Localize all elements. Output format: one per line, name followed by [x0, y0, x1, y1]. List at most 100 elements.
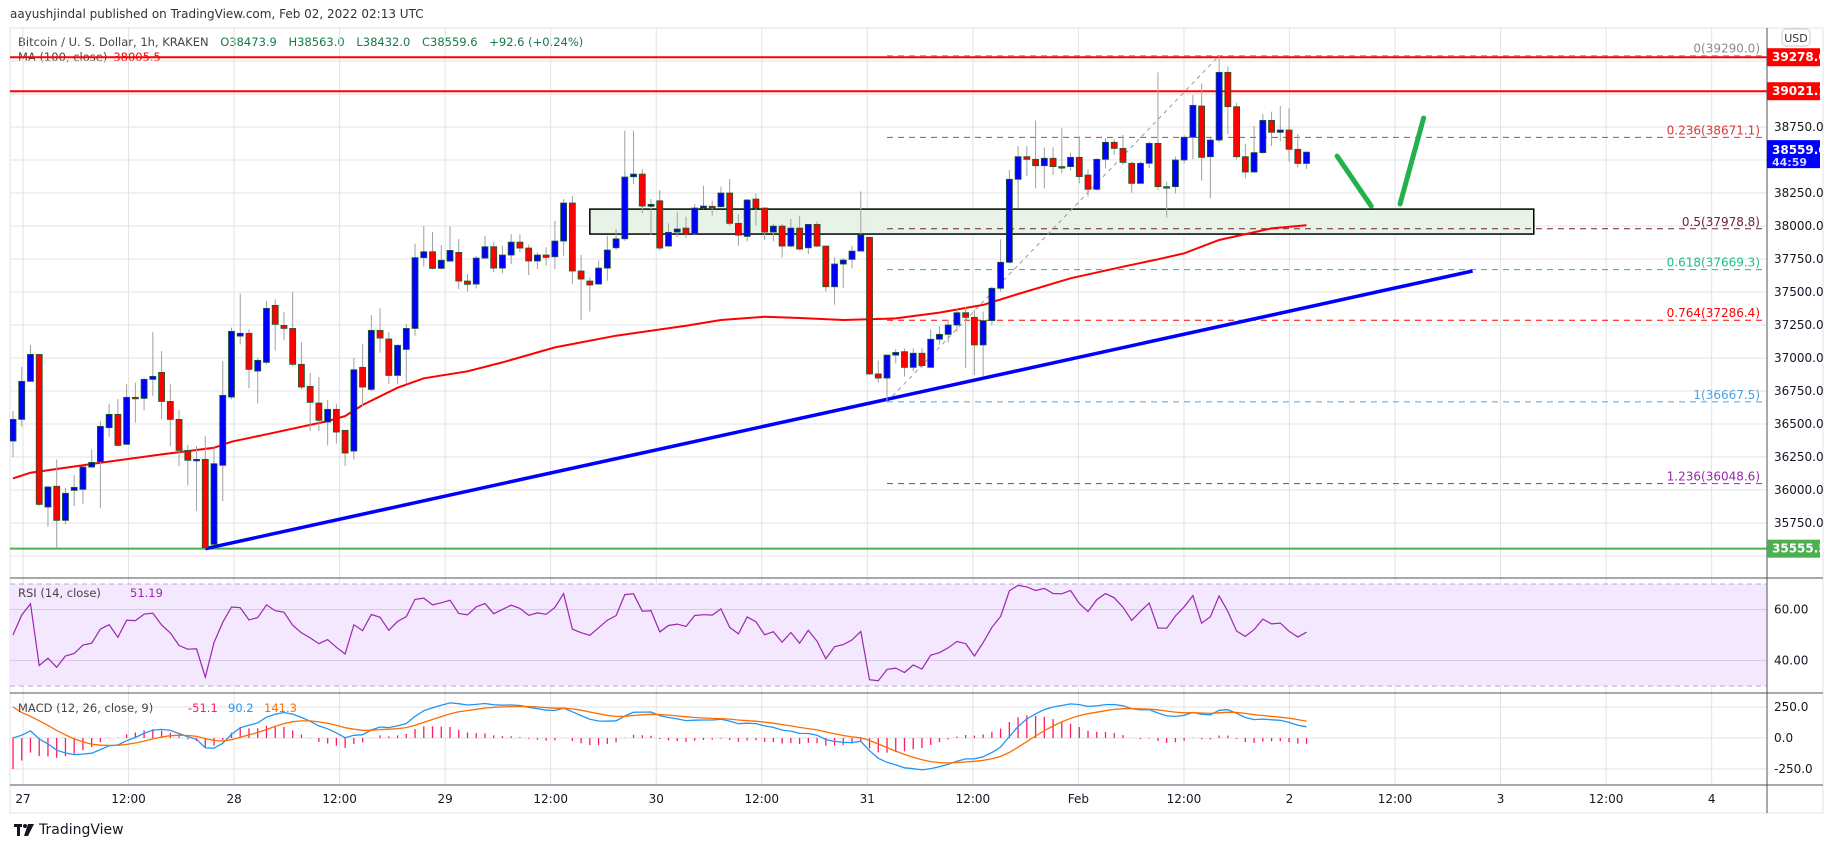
candle: [778, 224, 786, 258]
symbol-title[interactable]: Bitcoin / U. S. Dollar, 1h, KRAKEN: [18, 35, 209, 49]
macd-pane[interactable]: [12, 702, 1308, 771]
candle: [595, 260, 602, 285]
candle-body: [35, 354, 43, 505]
candle-body: [883, 354, 891, 379]
candle-body: [210, 463, 218, 545]
candle-body: [1285, 129, 1293, 150]
price-badge: [1767, 539, 1820, 558]
candle-body: [149, 375, 157, 380]
candle-body: [359, 366, 367, 388]
price-pane[interactable]: 0(39290.0) 0.236(38671.1) 0.5(37978.8) 0.61…: [10, 42, 1767, 551]
candle-body: [79, 466, 87, 490]
candle: [874, 360, 882, 383]
rsi-pane[interactable]: [12, 584, 1307, 682]
macd-line-value: 90.2: [228, 701, 254, 715]
candle: [542, 247, 550, 266]
time-label: 4: [1708, 792, 1716, 806]
candle: [1145, 141, 1153, 169]
rsi-line: [12, 584, 1307, 682]
rsi-grid: [10, 583, 1767, 687]
candle: [437, 245, 445, 270]
candle: [761, 207, 769, 241]
candle-body: [201, 458, 209, 549]
price-axis[interactable]: 38750.0 38250.0 38000.0 37750.0 37500.0 37250…: [1767, 48, 1827, 776]
candle: [481, 235, 489, 259]
candle-body: [219, 394, 227, 466]
candle-body: [350, 369, 358, 452]
candle-body: [551, 240, 559, 258]
candle-body: [228, 330, 235, 398]
usd-button[interactable]: USD: [1781, 28, 1811, 47]
candle-body: [446, 250, 454, 262]
candle-body: [901, 351, 908, 368]
candle: [193, 446, 200, 511]
candle-body: [1163, 186, 1171, 189]
candle: [883, 354, 891, 402]
price-tick-label: 38000.0: [1774, 219, 1824, 233]
candle-body: [988, 287, 996, 322]
candle: [27, 345, 34, 382]
green-arrow-line[interactable]: [1397, 115, 1427, 207]
candle: [254, 357, 262, 404]
candle-body: [140, 378, 148, 399]
macd-label: MACD (12, 26, close, 9): [18, 701, 153, 715]
candle-body: [892, 352, 900, 356]
usd-label: USD: [1784, 32, 1808, 45]
candle-body: [420, 251, 428, 259]
time-axis[interactable]: 27 12:00 28 12:00 29 12:00 30 12:00 31 12:00 Feb 12…: [15, 792, 1715, 806]
candle-body: [866, 236, 873, 375]
candle-body: [568, 202, 576, 272]
candle: [962, 306, 970, 369]
candle-body: [638, 173, 646, 207]
candle-body: [70, 486, 78, 491]
candle-body: [962, 312, 970, 318]
candle: [1180, 135, 1188, 164]
candle-body: [123, 396, 131, 445]
tradingview-logo[interactable]: TradingView: [14, 822, 124, 838]
candle-body: [682, 227, 690, 235]
candle: [228, 327, 235, 400]
candle: [1268, 111, 1275, 147]
candle: [175, 410, 183, 466]
candle-body: [367, 330, 375, 390]
candle: [10, 411, 17, 457]
chart-frame: [9, 27, 1824, 814]
candle: [184, 444, 192, 486]
candle-body: [1276, 129, 1284, 133]
candle-body: [997, 261, 1005, 289]
candle-body: [88, 462, 96, 468]
candle: [1294, 133, 1302, 168]
candle: [603, 235, 611, 281]
candle: [402, 323, 410, 385]
candle: [866, 236, 873, 375]
candle-body: [665, 231, 672, 247]
candle: [385, 331, 393, 384]
trendline[interactable]: [204, 269, 1473, 551]
macd-tick-label: -250.0: [1774, 762, 1813, 776]
candle: [289, 292, 297, 367]
price-badge-label: 35555.5: [1772, 542, 1827, 556]
candle: [315, 377, 323, 431]
candle: [665, 223, 672, 247]
candle: [1303, 151, 1310, 169]
candle-body: [27, 354, 34, 382]
ohlc-high: H38563.0: [288, 35, 345, 49]
candle: [822, 245, 830, 292]
price-badge: [1767, 48, 1820, 67]
candle-body: [717, 192, 725, 208]
candle-body: [1023, 156, 1031, 160]
rsi-label: RSI (14, close): [18, 586, 101, 600]
candle: [909, 348, 917, 372]
candle: [219, 361, 227, 502]
green-arrow-line[interactable]: [1334, 153, 1374, 209]
last-price-badge: [1767, 140, 1820, 169]
candle: [586, 277, 594, 312]
time-label: 12:00: [111, 792, 146, 806]
candle-body: [1110, 141, 1118, 149]
candle: [158, 351, 165, 420]
candle-body: [1224, 71, 1232, 108]
time-label: 12:00: [322, 792, 357, 806]
time-label: 31: [860, 792, 875, 806]
candle-body: [385, 338, 393, 376]
